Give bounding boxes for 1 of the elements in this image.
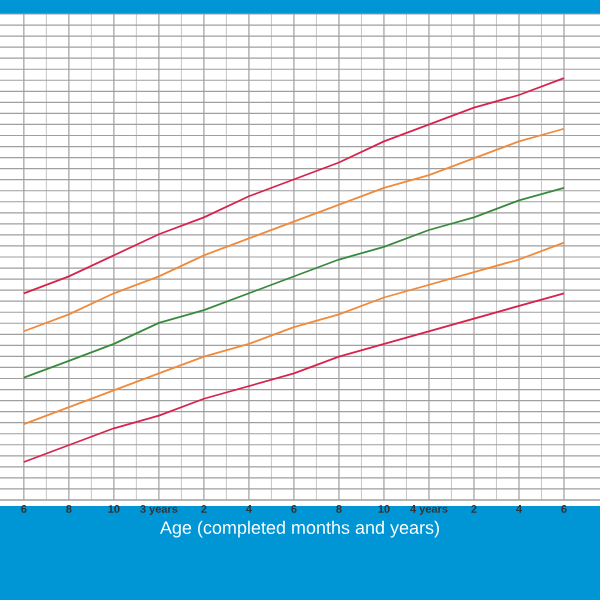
x-axis-title: Age (completed months and years) <box>159 520 439 538</box>
